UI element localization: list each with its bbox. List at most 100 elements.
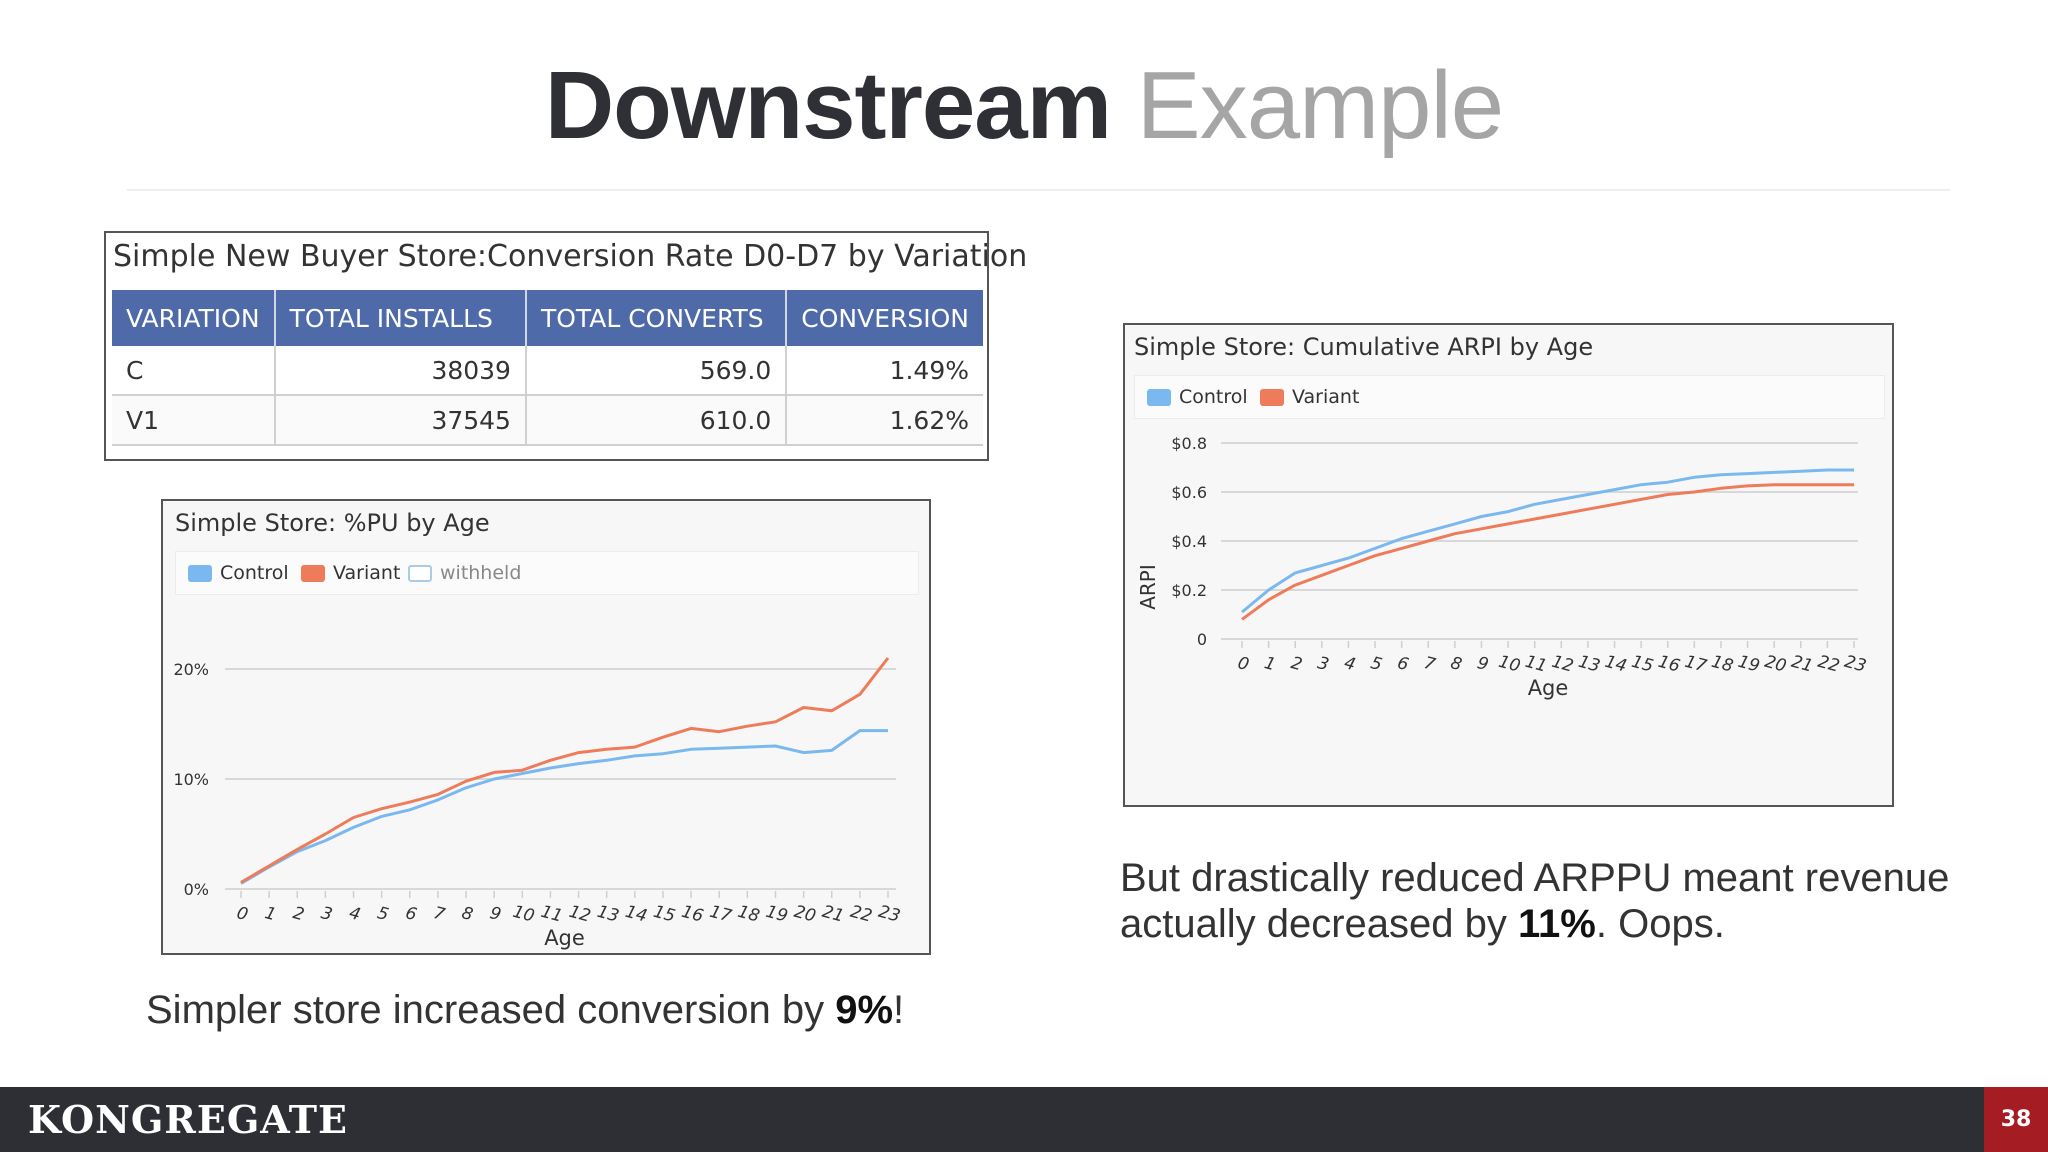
x-tick-label: 9 — [488, 903, 504, 925]
x-tick-label: 11 — [1523, 652, 1549, 677]
caption-right: But drastically reduced ARPPU meant reve… — [1120, 855, 2020, 947]
x-tick-label: 18 — [1709, 652, 1735, 677]
x-tick-label: 23 — [876, 902, 902, 927]
x-tick-label: 19 — [1736, 652, 1762, 677]
x-tick-label: 19 — [764, 902, 790, 927]
legend-item-control[interactable]: Control — [1147, 376, 1248, 418]
table-cell: C — [112, 346, 276, 396]
withheld-swatch — [408, 564, 432, 582]
arpi-chart-legend: Control Variant — [1134, 375, 1885, 419]
title-divider — [127, 189, 1950, 191]
x-tick-label: 0 — [234, 903, 250, 925]
caption-right-text: But drastically reduced ARPPU meant reve… — [1120, 856, 1950, 946]
table-cell: 37545 — [274, 395, 527, 446]
conversion-table-panel: Simple New Buyer Store:Conversion Rate D… — [104, 231, 1027, 461]
x-tick-label: 3 — [1315, 653, 1331, 675]
variant-swatch — [1260, 388, 1284, 406]
y-tick-label: $0.6 — [1171, 483, 1207, 502]
x-tick-label: 5 — [1369, 653, 1385, 675]
x-tick-label: 18 — [736, 902, 762, 927]
table-row: C 38039 569.0 1.49% — [112, 346, 983, 396]
kongregate-logo: KONGREGATE — [28, 1097, 348, 1142]
page-number-badge: 38 — [1984, 1087, 2048, 1152]
legend-label: Variant — [333, 562, 401, 584]
pu-chart-title: Simple Store: %PU by Age — [175, 509, 490, 537]
x-axis-label: Age — [544, 926, 585, 950]
x-tick-label: 14 — [623, 902, 649, 927]
table-cell: V1 — [112, 395, 276, 446]
x-tick-label: 2 — [1289, 653, 1305, 675]
x-tick-label: 1 — [263, 903, 279, 925]
x-tick-label: 17 — [1683, 652, 1709, 677]
pu-chart-panel: Simple Store: %PU by Age Control Variant… — [161, 499, 931, 955]
legend-item-control[interactable]: Control — [188, 552, 289, 594]
x-tick-label: 12 — [1550, 652, 1576, 677]
legend-item-variant[interactable]: Variant — [301, 552, 400, 594]
x-tick-label: 8 — [460, 903, 476, 925]
arpi-chart-title: Simple Store: Cumulative ARPI by Age — [1134, 333, 1594, 361]
x-tick-label: 6 — [1395, 653, 1411, 675]
table-header-cell: TOTAL INSTALLS — [274, 290, 527, 346]
conversion-table: VARIATION TOTAL INSTALLS TOTAL CONVERTS … — [112, 290, 983, 446]
table-cell: 610.0 — [525, 395, 788, 446]
table-header-cell: CONVERSION — [786, 290, 983, 346]
x-tick-label: 9 — [1475, 653, 1491, 675]
pu-chart-legend: Control Variant withheld — [175, 551, 919, 595]
table-header-cell: VARIATION — [112, 290, 276, 346]
x-tick-label: 4 — [347, 903, 363, 925]
x-tick-label: 7 — [1422, 653, 1438, 675]
variant-swatch — [301, 564, 325, 582]
table-cell: 1.49% — [786, 346, 983, 396]
x-tick-label: 22 — [1816, 652, 1842, 677]
x-tick-label: 7 — [431, 903, 447, 925]
table-row: V1 37545 610.0 1.62% — [112, 395, 983, 446]
caption-right-end: . Oops. — [1595, 902, 1725, 946]
x-tick-label: 14 — [1603, 652, 1629, 677]
y-tick-label: $0.2 — [1171, 581, 1207, 600]
y-tick-label: $0.8 — [1171, 434, 1207, 453]
legend-item-variant[interactable]: Variant — [1260, 376, 1359, 418]
series-line-control — [240, 729, 888, 885]
x-tick-label: 10 — [511, 902, 537, 927]
y-tick-label: 20% — [173, 660, 209, 679]
y-axis-label: ARPI — [1136, 564, 1160, 610]
legend-label: Control — [220, 562, 289, 584]
legend-item-withheld[interactable]: withheld — [408, 552, 521, 594]
table-cell: 569.0 — [525, 346, 788, 396]
x-tick-label: 11 — [539, 902, 565, 927]
x-axis-label: Age — [1528, 676, 1569, 700]
x-tick-label: 5 — [375, 903, 391, 925]
table-header-row: VARIATION TOTAL INSTALLS TOTAL CONVERTS … — [112, 290, 983, 346]
series-line-variant — [240, 657, 890, 884]
y-tick-label: 0% — [184, 880, 209, 899]
arpi-chart-panel: Simple Store: Cumulative ARPI by Age Con… — [1123, 323, 1894, 807]
caption-right-highlight: 11% — [1518, 902, 1596, 946]
y-tick-label: 0 — [1197, 630, 1207, 649]
footer-bar: KONGREGATE 38 — [0, 1087, 2048, 1152]
table-title: Simple New Buyer Store:Conversion Rate D… — [113, 239, 1028, 274]
table-cell: 1.62% — [786, 395, 983, 446]
x-tick-label: 23 — [1842, 652, 1868, 677]
x-tick-label: 1 — [1262, 653, 1278, 675]
x-tick-label: 12 — [567, 902, 593, 927]
table-header-cell: TOTAL CONVERTS — [525, 290, 788, 346]
x-tick-label: 15 — [1629, 652, 1655, 677]
x-tick-label: 20 — [1762, 652, 1788, 677]
x-tick-label: 6 — [403, 903, 419, 925]
x-tick-label: 16 — [679, 902, 705, 927]
caption-left: Simpler store increased conversion by 9%… — [146, 987, 904, 1033]
x-tick-label: 21 — [820, 902, 846, 927]
caption-left-text: Simpler store increased conversion by — [146, 988, 836, 1032]
legend-label: Control — [1179, 386, 1248, 408]
x-tick-label: 13 — [1576, 652, 1602, 677]
series-line-variant — [1241, 483, 1854, 621]
x-tick-label: 20 — [792, 902, 818, 927]
caption-left-highlight: 9% — [835, 988, 894, 1032]
x-tick-label: 10 — [1496, 652, 1522, 677]
legend-label: withheld — [440, 562, 522, 584]
x-tick-label: 17 — [707, 902, 733, 927]
legend-label: Variant — [1292, 386, 1360, 408]
pu-line-chart: 0%10%20%0 1 2 3 4 5 6 7 8 9 10 11 12 13 14 15 16 17 18 19 20… — [173, 657, 902, 950]
y-tick-label: 10% — [173, 770, 209, 789]
x-tick-label: 16 — [1656, 652, 1682, 677]
